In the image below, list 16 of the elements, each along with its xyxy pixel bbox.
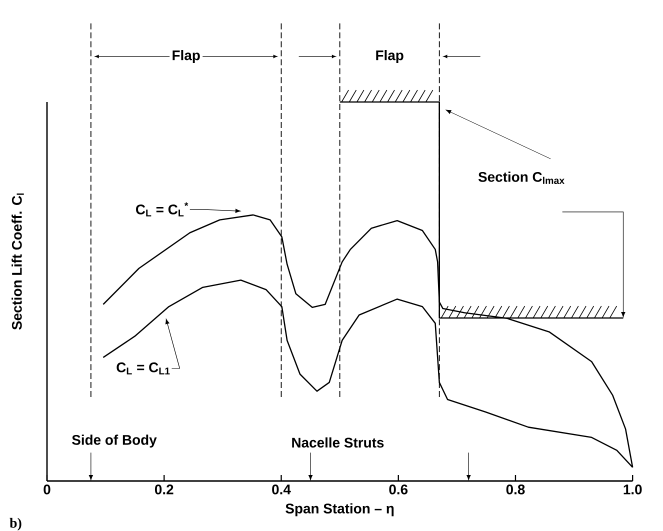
y-axis-title: Section Lift Coeff. C$_{l}$ bbox=[12, 193, 24, 330]
text: Flap bbox=[376, 50, 404, 64]
text: Section C$_{lmax}$ bbox=[478, 172, 565, 184]
annotation: Nacelle Struts bbox=[292, 437, 384, 448]
x-tick-label: 0 bbox=[44, 484, 50, 494]
text: Flap bbox=[172, 50, 200, 64]
series-label: C$_{L}$ = C$_{L1}$ bbox=[116, 362, 170, 374]
x-tick-label: 1.0 bbox=[624, 484, 642, 494]
x-tick-label: 0.2 bbox=[154, 484, 174, 494]
text: b) bbox=[10, 518, 22, 531]
x-tick-label: 0.8 bbox=[506, 484, 525, 494]
x-tick-label: 0.4 bbox=[272, 484, 291, 494]
legend-label: C$_{L}$ = C$_{L}$* bbox=[136, 202, 188, 216]
annotation: Side of Body bbox=[72, 434, 157, 448]
x-axis-title: Span Station – η bbox=[286, 503, 394, 516]
x-tick-label: 0.6 bbox=[389, 484, 408, 494]
